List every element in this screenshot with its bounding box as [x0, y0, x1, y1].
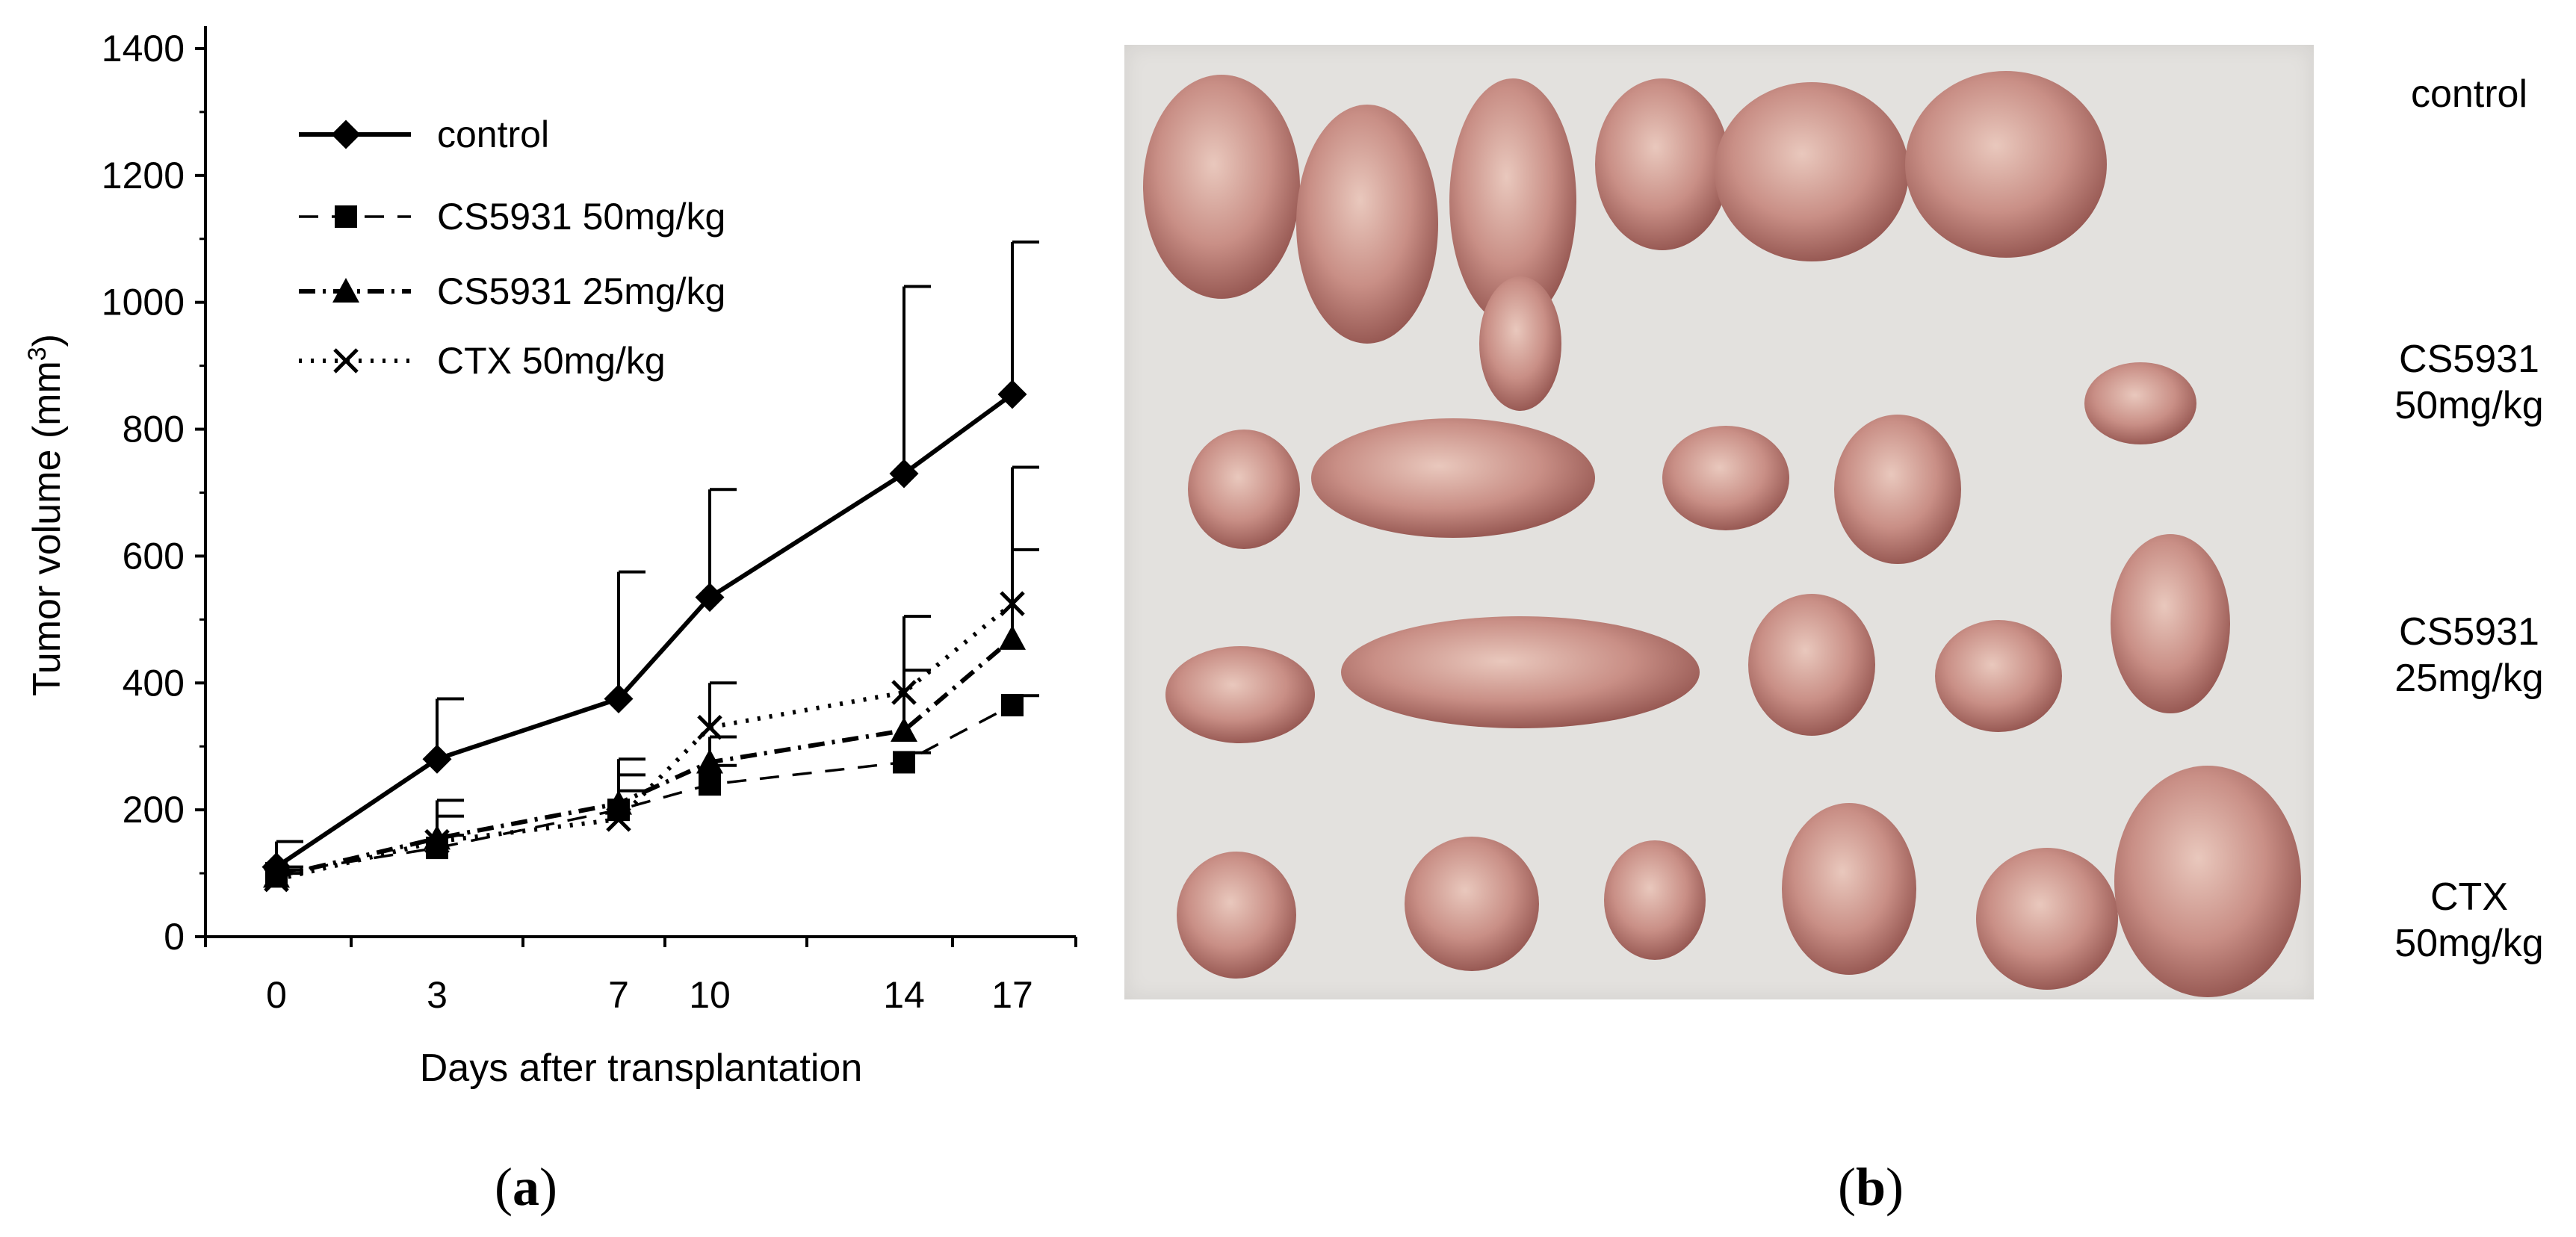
legend-label: CS5931 50mg/kg — [437, 196, 725, 238]
panel-label-b-letter: b — [1855, 1157, 1886, 1217]
photo-row-label-line2: 25mg/kg — [2394, 657, 2544, 700]
photo-row-label: control — [2372, 71, 2566, 117]
legend: control CS5931 50mg/kg CS5931 25mg/kg CTX 5… — [299, 114, 725, 382]
photo-row-label: CS5931 50mg/kg — [2372, 336, 2566, 429]
y-tick-label: 200 — [123, 789, 185, 831]
series-markers — [261, 379, 1027, 893]
legend-marker — [332, 278, 359, 303]
y-tick-label: 600 — [123, 535, 185, 577]
photo-row-label-line1: CS5931 — [2399, 338, 2539, 381]
tumor-volume-chart: 0 200 400 600 800 1000 1200 1400 0 3 7 10 14 17 contr… — [23, 26, 1077, 1090]
data-point — [263, 863, 290, 888]
data-point — [999, 624, 1026, 650]
series-line — [276, 636, 1014, 879]
data-point — [606, 807, 631, 832]
x-tick-label: 0 — [266, 974, 287, 1016]
photo-row-label-line2: 50mg/kg — [2394, 384, 2544, 427]
legend-label: CS5931 25mg/kg — [437, 270, 725, 312]
photo-row-label: CS5931 25mg/kg — [2372, 609, 2566, 701]
y-axis-title-close: ) — [25, 334, 69, 347]
panel-label-b: (b) — [1838, 1157, 1904, 1217]
x-tick-label: 14 — [883, 974, 925, 1016]
series-line — [275, 392, 1014, 869]
x-marker-stroke — [1000, 591, 1025, 616]
data-point — [697, 714, 722, 740]
y-tick-label: 1000 — [102, 282, 185, 323]
photo-row-label: CTX 50mg/kg — [2372, 874, 2566, 967]
y-axis-title-main: Tumor volume (mm — [25, 361, 69, 696]
chart-axes: 0 200 400 600 800 1000 1200 1400 0 3 7 10 14 17 — [102, 26, 1077, 1016]
data-point — [1001, 694, 1024, 717]
tumor-photograph — [1124, 45, 2314, 999]
x-tick-label: 3 — [427, 974, 448, 1016]
y-axis-title: Tumor volume (mm3) — [23, 334, 69, 696]
legend-marker — [331, 120, 361, 149]
series-lines — [275, 392, 1014, 882]
photo-row-label-line1: control — [2410, 72, 2528, 116]
x-marker-stroke — [424, 828, 450, 855]
data-point — [997, 379, 1027, 409]
y-axis-title-superscript: 3 — [23, 347, 52, 361]
y-tick-label: 400 — [123, 662, 185, 704]
y-tick-label: 1200 — [102, 155, 185, 196]
data-point — [891, 680, 917, 705]
tumor-photo-drawing — [1143, 71, 2301, 997]
photo-row-label-line1: CS5931 — [2399, 610, 2539, 654]
x-marker-stroke — [891, 680, 917, 705]
x-axis-title: Days after transplantation — [420, 1047, 863, 1090]
data-point — [422, 744, 452, 774]
legend-marker — [333, 348, 359, 373]
data-point — [264, 866, 289, 893]
data-point — [889, 459, 919, 489]
panel-label-a-letter: a — [512, 1157, 539, 1217]
data-point — [604, 684, 634, 714]
x-marker-stroke — [264, 866, 289, 893]
photo-row-label-line1: CTX — [2430, 875, 2508, 919]
panel-label-a: (a) — [495, 1157, 557, 1217]
series-line — [276, 704, 1013, 875]
x-tick-label: 7 — [608, 974, 629, 1016]
legend-marker — [335, 205, 357, 228]
y-tick-label: 0 — [164, 916, 185, 958]
legend-label: control — [437, 114, 549, 155]
photo-row-label-line2: 50mg/kg — [2394, 922, 2544, 965]
y-tick-label: 800 — [123, 409, 185, 450]
x-tick-label: 17 — [991, 974, 1033, 1016]
data-point — [605, 790, 632, 815]
x-marker-stroke — [333, 348, 359, 373]
data-point — [424, 825, 451, 850]
data-point — [695, 583, 725, 613]
data-point — [699, 773, 721, 796]
x-marker-stroke — [606, 807, 631, 832]
data-point — [893, 751, 915, 774]
data-point — [891, 716, 917, 742]
x-marker-stroke — [697, 714, 722, 740]
x-tick-label: 10 — [689, 974, 731, 1016]
data-point — [1000, 591, 1025, 616]
data-point — [696, 748, 723, 774]
legend-label: CTX 50mg/kg — [437, 340, 666, 382]
data-point — [424, 828, 450, 855]
y-tick-label: 1400 — [102, 28, 185, 69]
